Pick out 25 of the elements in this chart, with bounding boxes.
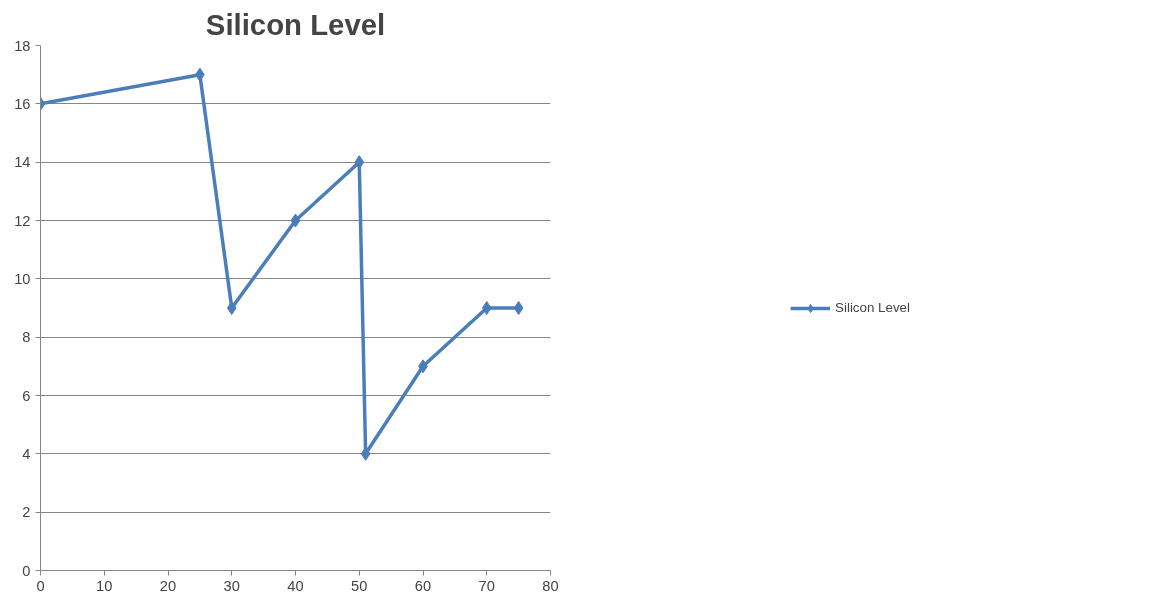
x-tick-label: 20: [159, 577, 177, 594]
y-tick-label: 6: [22, 387, 31, 404]
chart-title: Silicon Level: [205, 7, 386, 41]
x-tick-label: 50: [351, 577, 368, 594]
point: [513, 301, 524, 315]
y-tick-label: 14: [14, 154, 31, 171]
y-tick-label: 0: [22, 562, 31, 579]
point: [481, 301, 492, 315]
y-tick-label: 4: [22, 445, 31, 462]
y-tick-label: 10: [14, 270, 31, 287]
x-tick-label: 0: [36, 577, 45, 594]
y-tick-label: 16: [14, 95, 31, 112]
point: [226, 301, 237, 315]
x-tick-label: 70: [478, 577, 495, 594]
x-tick-label: 40: [287, 577, 304, 594]
x-tick-label: 10: [96, 577, 113, 594]
y-tick-label: 8: [22, 329, 31, 346]
y-tick-label: 12: [14, 212, 31, 229]
y-tick-label: 2: [22, 504, 31, 521]
x-tick-label: 60: [414, 577, 432, 594]
x-tick-label: 30: [223, 577, 240, 594]
y-tick-label: 18: [14, 37, 31, 54]
legend-label: Silicon Level: [835, 300, 910, 315]
point: [290, 213, 301, 228]
x-tick-label: 80: [542, 577, 559, 594]
